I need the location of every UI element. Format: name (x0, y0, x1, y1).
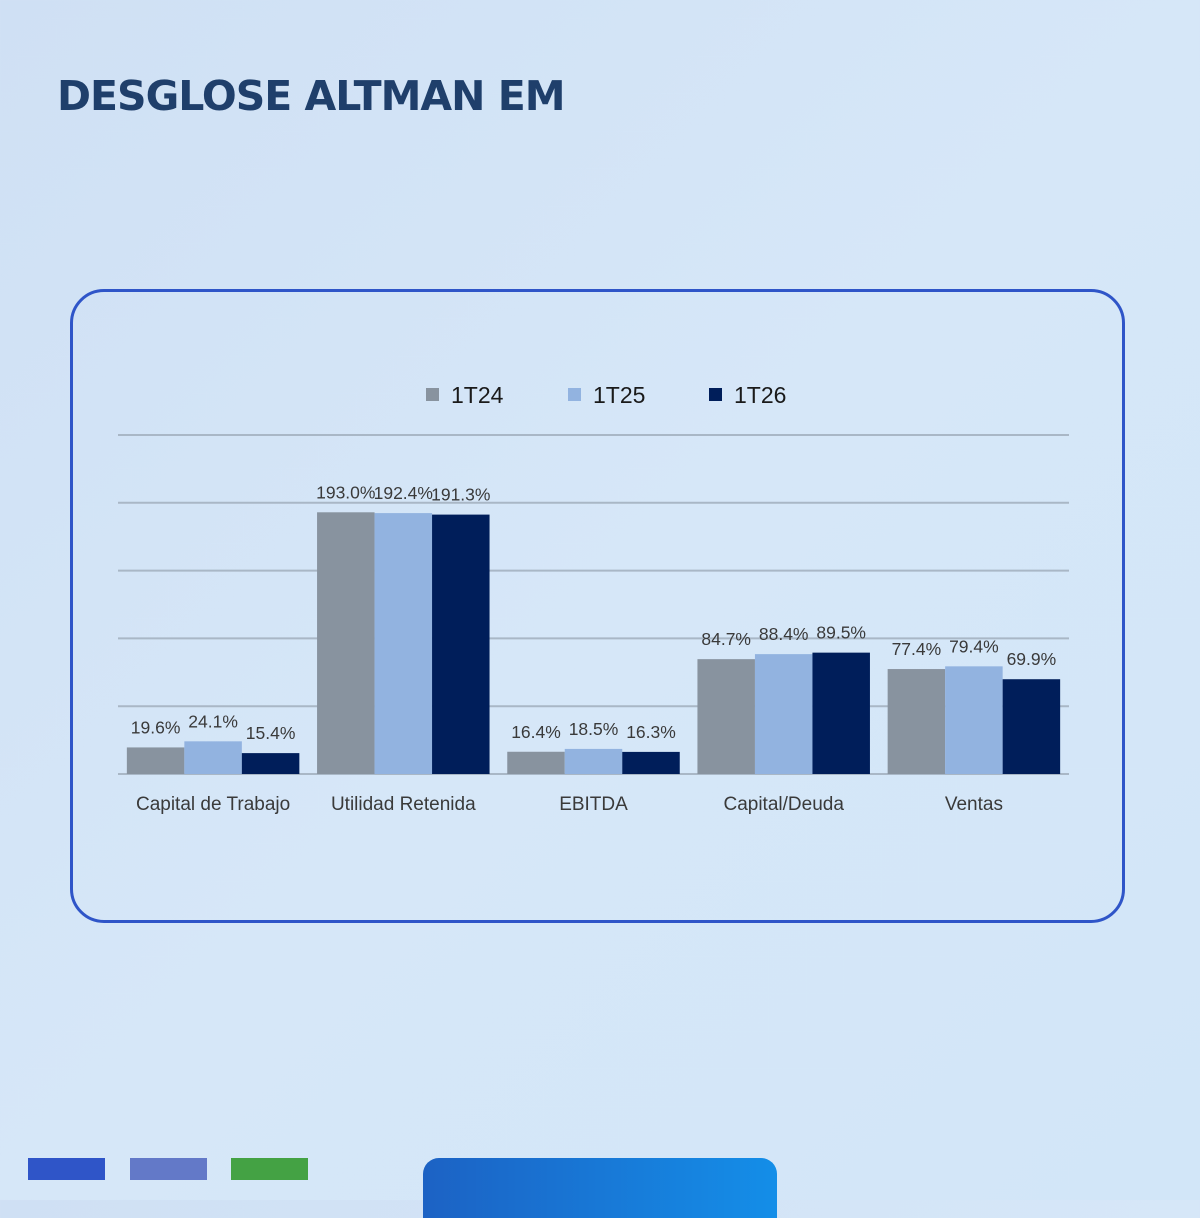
data-label: 19.6% (131, 717, 181, 737)
bar-1T25-4 (945, 666, 1003, 774)
data-label: 77.4% (892, 639, 942, 659)
footer-swatch-blue (28, 1158, 105, 1180)
bar-1T25-3 (754, 654, 813, 774)
data-label: 18.5% (569, 719, 619, 739)
data-label: 79.4% (949, 636, 999, 656)
bar-1T25-1 (374, 513, 433, 774)
bar-1T24-1 (317, 512, 375, 774)
chart-panel (70, 289, 1125, 923)
bar-1T24-4 (887, 669, 946, 774)
footer-swatch-periwinkle (130, 1158, 207, 1180)
data-label: 24.1% (188, 711, 238, 731)
data-label: 69.9% (1007, 649, 1057, 669)
bar-1T25-0 (184, 741, 242, 774)
bar-1T26-3 (812, 652, 870, 774)
category-label: Utilidad Retenida (331, 794, 476, 815)
category-label: Capital de Trabajo (136, 794, 290, 815)
data-label: 15.4% (246, 723, 296, 743)
category-label: EBITDA (559, 794, 628, 815)
data-labels: 19.6% 24.1% 15.4% 193.0%192.4%191.3% 16.4% 18… (131, 482, 1056, 743)
footer-swatch-green (231, 1158, 308, 1180)
bar-1T26-2 (622, 751, 680, 774)
data-label: 191.3% (431, 485, 490, 505)
category-label: Capital/Deuda (723, 794, 844, 815)
bars (126, 512, 1061, 774)
legend: 1T24 1T25 1T26 (426, 382, 786, 408)
data-label: 16.3% (626, 722, 676, 742)
footer-tab (423, 1158, 777, 1218)
bar-1T24-0 (126, 747, 185, 774)
bar-1T24-2 (507, 751, 565, 774)
data-label: 16.4% (511, 722, 561, 742)
data-label: 193.0% (316, 482, 375, 502)
legend-swatch (426, 388, 439, 401)
bar-1T26-4 (1002, 679, 1061, 774)
data-label: 89.5% (816, 623, 866, 643)
legend-label: 1T26 (734, 382, 786, 408)
bar-1T25-2 (564, 748, 623, 774)
legend-swatch (568, 388, 581, 401)
legend-swatch (709, 388, 722, 401)
bar-1T26-1 (432, 514, 490, 774)
category-labels: Capital de Trabajo Utilidad Retenida EBITD… (136, 794, 1003, 815)
legend-label: 1T25 (593, 382, 645, 408)
data-label: 88.4% (759, 624, 809, 644)
bar-1T26-0 (241, 753, 300, 774)
category-label: Ventas (945, 794, 1003, 815)
bar-1T24-3 (697, 659, 755, 774)
legend-label: 1T24 (451, 382, 504, 408)
data-label: 192.4% (374, 483, 433, 503)
page-title: DESGLOSE ALTMAN EM (57, 72, 566, 120)
data-label: 84.7% (701, 629, 751, 649)
